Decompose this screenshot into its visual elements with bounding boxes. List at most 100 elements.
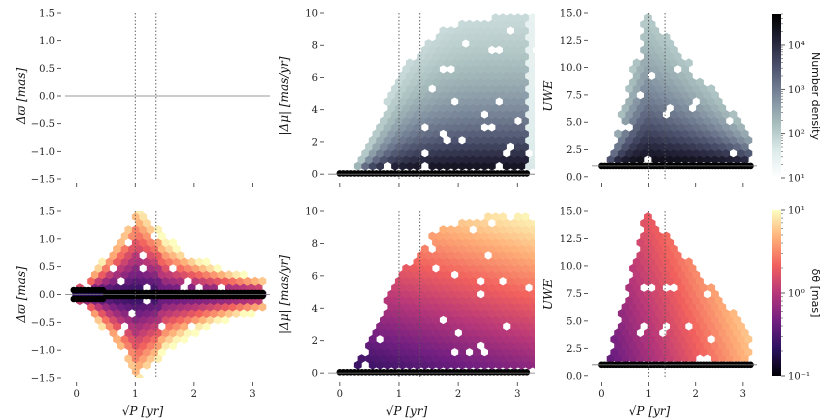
hexbin-cell	[625, 135, 634, 145]
hexbin-cell	[707, 347, 716, 357]
hexbin-cell	[737, 321, 745, 331]
hexbin-cell	[143, 244, 151, 254]
y-tick-label: 0.5	[39, 262, 55, 273]
x-tick-label: 3	[514, 389, 520, 400]
hexbin-cell	[172, 270, 181, 280]
hexbin-cell	[666, 64, 675, 74]
y-tick-label: 2	[312, 137, 318, 148]
hexbin-cell	[521, 328, 530, 338]
hexbin-cell	[110, 65, 118, 74]
hexbin-cell	[417, 328, 425, 338]
hexbin-cell	[647, 148, 656, 158]
hexbin-cell	[465, 58, 474, 68]
hexbin-cell	[528, 77, 535, 87]
hexbin-cell	[499, 103, 507, 113]
hexbin-cell	[176, 263, 185, 273]
hexbin-cell	[128, 334, 136, 344]
hexbin-cell	[435, 32, 444, 42]
hexbin-cell	[157, 244, 166, 254]
hexbin-cell	[450, 71, 459, 81]
hexbin-cell	[662, 231, 671, 241]
hexbin-cell	[465, 321, 474, 331]
hexbin-cell	[113, 110, 121, 119]
hexbin-cell	[376, 347, 384, 357]
hexbin-cell	[120, 270, 129, 280]
hexbin-cell	[673, 77, 682, 87]
hexbin-cell	[499, 263, 507, 273]
hexbin-cell	[532, 335, 535, 343]
hexbin-cell	[711, 116, 719, 126]
hexbin-cell	[236, 302, 244, 312]
hexbin-cell	[636, 341, 645, 351]
hexbin-cell	[143, 162, 151, 171]
hexbin-cell	[247, 110, 255, 119]
hexbin-cell	[409, 155, 418, 165]
hexbin-cell	[699, 148, 708, 158]
hexbin-cell	[528, 39, 535, 49]
hexbin-cell	[469, 302, 478, 312]
hexbin-cell	[644, 90, 652, 100]
hexbin-cell	[647, 110, 656, 119]
hexbin-cell	[621, 302, 630, 312]
hexbin-cell	[128, 84, 136, 93]
hexbin-cell	[502, 283, 511, 293]
hexbin-cell	[681, 328, 689, 338]
hexbin-cell	[655, 110, 663, 119]
hexbin-cell	[139, 238, 148, 248]
hexbin-cell	[655, 296, 663, 306]
hexbin-cell	[439, 289, 448, 299]
hexbin-cell	[435, 84, 444, 94]
hexbin-cell	[488, 244, 496, 254]
hexbin-cell	[632, 58, 641, 68]
hexbin-cell	[443, 148, 452, 158]
hexbin-cell	[644, 116, 652, 126]
hexbin-cell	[195, 270, 203, 280]
hexbin-cell	[644, 302, 652, 312]
hexbin-cell	[484, 77, 492, 87]
hexbin-cell	[372, 328, 381, 338]
hexbin-cell	[406, 270, 414, 280]
hexbin-cell	[124, 354, 133, 364]
hexbin-cell	[180, 84, 188, 93]
hexbin-cell	[428, 347, 437, 357]
hexbin-cell	[465, 110, 474, 119]
hexbin-cell	[102, 91, 110, 100]
hexbin-cell	[647, 270, 656, 280]
hexbin-cell	[158, 71, 166, 80]
hexbin-cell	[461, 64, 470, 74]
hexbin-cell	[651, 77, 660, 87]
hexbin-cell	[651, 142, 660, 152]
hexbin-cell	[147, 142, 155, 151]
hexbin-cell	[380, 328, 388, 338]
hexbin-cell	[525, 45, 533, 55]
y-tick-label: 2	[312, 336, 318, 347]
hexbin-cell	[632, 122, 641, 132]
hexbin-cell	[699, 97, 708, 107]
hexbin-cell	[510, 110, 519, 119]
hexbin-cell	[424, 52, 433, 61]
hexbin-cell	[476, 26, 485, 36]
hexbin-cell	[225, 71, 233, 80]
hexbin-cell	[714, 122, 723, 132]
hexbin-cell	[450, 360, 459, 370]
hexbin-cell	[173, 71, 181, 80]
hexbin-cell	[632, 71, 641, 81]
hexbin-cell	[91, 84, 99, 93]
hexbin-cell	[651, 103, 660, 113]
hexbin-cell	[206, 104, 214, 113]
hexbin-cell	[621, 155, 630, 165]
hexbin-cell	[617, 148, 626, 158]
hexbin-cell	[521, 64, 530, 74]
hexbin-cell	[139, 91, 147, 100]
y-axis-label: UWE	[541, 279, 555, 310]
hexbin-cell	[157, 270, 166, 280]
hexbin-cell	[117, 129, 125, 138]
hexbin-cell	[647, 321, 656, 331]
hexbin-cell	[629, 341, 637, 351]
y-tick-label: 1.5	[39, 9, 55, 20]
hexbin-cell	[169, 276, 177, 286]
hexbin-cell	[629, 90, 637, 100]
hexbin-cell	[729, 309, 738, 318]
hexbin-cell	[162, 91, 170, 100]
